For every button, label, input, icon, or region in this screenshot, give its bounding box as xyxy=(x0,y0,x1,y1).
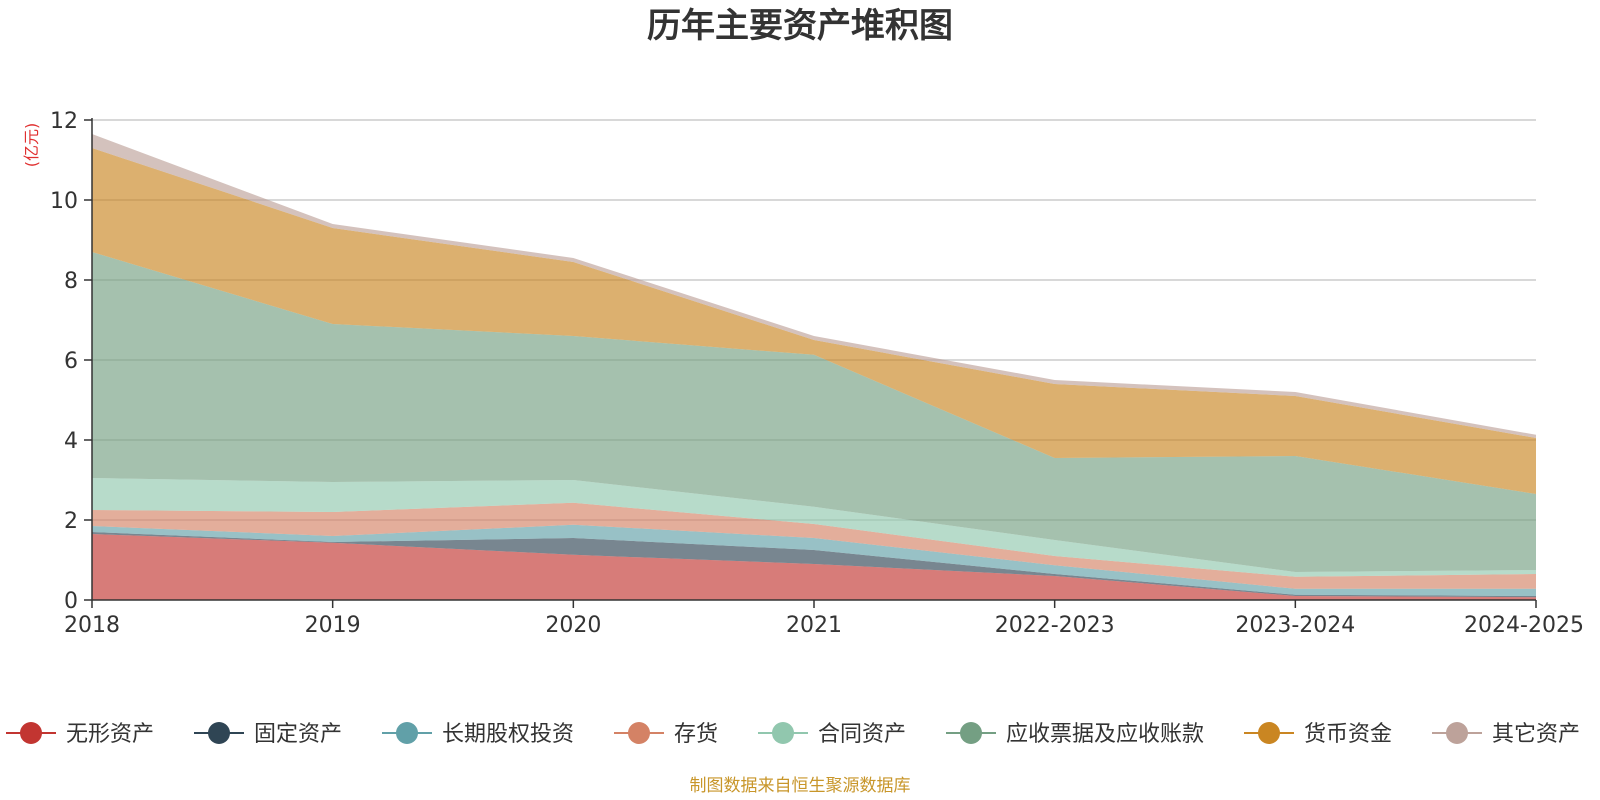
legend-item-货币资金[interactable]: 货币资金 xyxy=(1244,722,1392,747)
area-存货 xyxy=(92,502,1536,589)
y-axis-unit: (亿元) xyxy=(22,123,41,168)
legend-label: 无形资产 xyxy=(66,722,154,747)
y-tick-label: 4 xyxy=(64,429,78,454)
legend-label: 货币资金 xyxy=(1304,722,1392,747)
area-合同资产 xyxy=(92,478,1536,577)
legend-item-固定资产[interactable]: 固定资产 xyxy=(194,722,342,747)
legend-item-合同资产[interactable]: 合同资产 xyxy=(758,722,906,747)
area-货币资金 xyxy=(92,148,1536,494)
legend-item-其它资产[interactable]: 其它资产 xyxy=(1432,722,1580,747)
legend[interactable]: 无形资产 固定资产 长期股权投资 存货 合同资产 应收票据及应收账款 货币资金 其它资产 xyxy=(6,722,1580,747)
area-长期股权投资 xyxy=(92,524,1536,596)
legend-label: 合同资产 xyxy=(818,722,906,747)
y-tick-label: 10 xyxy=(50,189,78,214)
x-tick-label: 2024-2025 xyxy=(1464,613,1584,638)
x-tick-label: 2023-2024 xyxy=(1235,613,1355,638)
legend-circle-icon xyxy=(208,722,230,744)
y-tick-label: 2 xyxy=(64,509,78,534)
legend-label: 应收票据及应收账款 xyxy=(1006,722,1204,747)
x-tick-label: 2018 xyxy=(64,613,120,638)
legend-circle-icon xyxy=(1446,722,1468,744)
area-series xyxy=(92,134,1536,600)
legend-circle-icon xyxy=(628,722,650,744)
legend-label: 其它资产 xyxy=(1492,722,1580,747)
area-无形资产 xyxy=(92,534,1536,600)
x-tick-label: 2020 xyxy=(545,613,601,638)
y-tick-label: 8 xyxy=(64,269,78,294)
area-固定资产 xyxy=(92,532,1536,598)
y-tick-label: 0 xyxy=(64,589,78,614)
legend-circle-icon xyxy=(960,722,982,744)
data-source-note: 制图数据来自恒生聚源数据库 xyxy=(690,776,911,796)
legend-item-长期股权投资[interactable]: 长期股权投资 xyxy=(382,722,574,747)
legend-label: 固定资产 xyxy=(254,722,342,747)
legend-circle-icon xyxy=(772,722,794,744)
legend-item-存货[interactable]: 存货 xyxy=(614,722,718,747)
x-tick-label: 2022-2023 xyxy=(995,613,1115,638)
legend-circle-icon xyxy=(396,722,418,744)
legend-circle-icon xyxy=(1258,722,1280,744)
legend-item-应收票据及应收账款[interactable]: 应收票据及应收账款 xyxy=(946,722,1204,747)
legend-item-无形资产[interactable]: 无形资产 xyxy=(6,722,154,747)
legend-circle-icon xyxy=(20,722,42,744)
area-应收票据及应收账款 xyxy=(92,252,1536,572)
axes: 0 2 4 6 8 10 12 2018 2019 2020 2021 2022-2023 2023-2… xyxy=(50,109,1584,638)
x-tick-label: 2019 xyxy=(305,613,361,638)
chart-title: 历年主要资产堆积图 xyxy=(647,6,953,46)
y-tick-label: 6 xyxy=(64,349,78,374)
legend-label: 长期股权投资 xyxy=(442,722,574,747)
y-tick-label: 12 xyxy=(50,109,78,134)
x-tick-label: 2021 xyxy=(786,613,842,638)
legend-label: 存货 xyxy=(674,722,718,747)
